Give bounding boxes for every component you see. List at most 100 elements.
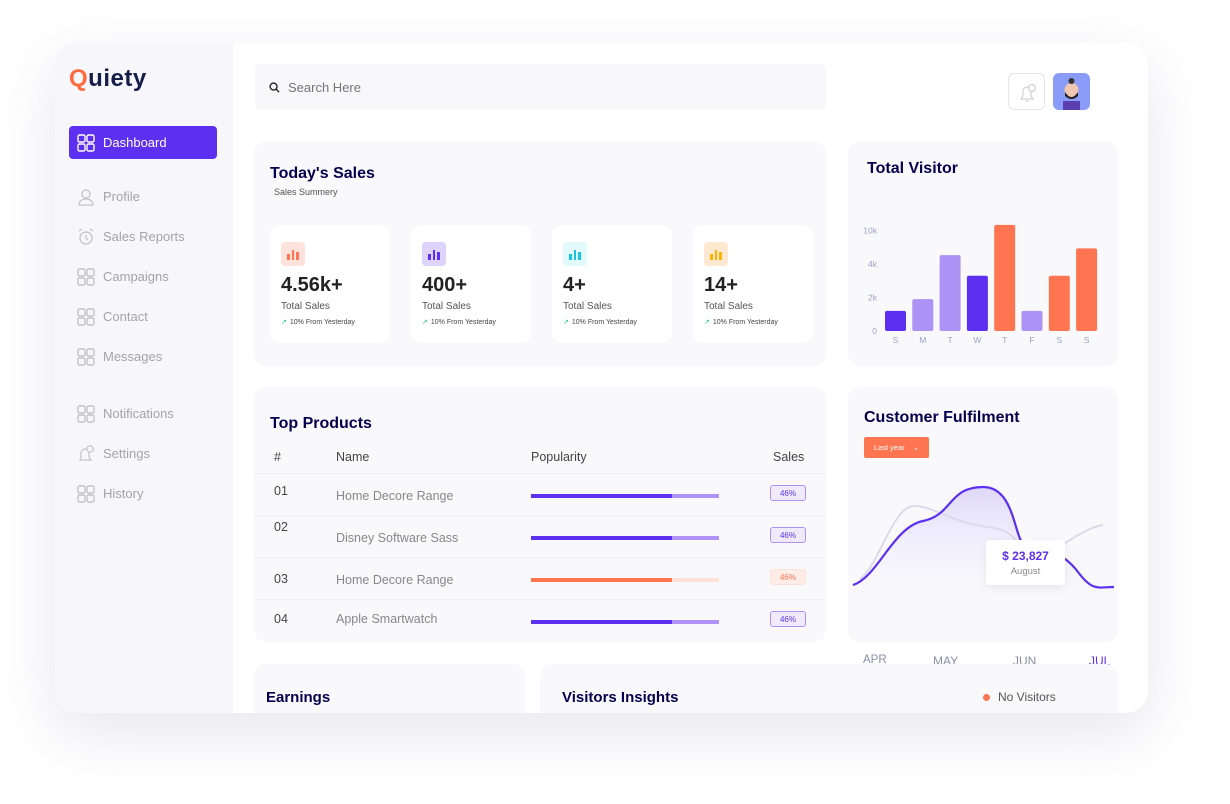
card-title: Top Products (270, 415, 372, 432)
sidebar-item-history[interactable]: History (69, 477, 217, 510)
grid-icon (77, 307, 95, 326)
bar[interactable] (912, 299, 934, 331)
x-tick-label: T (1002, 335, 1007, 345)
notification-button[interactable] (1008, 73, 1045, 110)
stat-value: 4+ (563, 274, 586, 296)
sidebar-item-label: History (103, 486, 144, 501)
card-title: Customer Fulfilment (864, 409, 1020, 426)
stat-change: ↗ 10% From Yesterday (422, 318, 496, 326)
search-icon (269, 81, 280, 93)
col-header-popularity: Popularity (531, 450, 587, 464)
popularity-bar (531, 578, 719, 582)
bell-icon (77, 444, 95, 463)
stat-card: 14+ Total Sales ↗ 10% From Yesterday (693, 225, 813, 343)
stat-change-text: 10% From Yesterday (430, 319, 496, 326)
x-tick-label: T (947, 335, 952, 345)
bar[interactable] (1076, 248, 1098, 331)
product-name: Home Decore Range (336, 489, 454, 503)
sidebar-item-notifications[interactable]: Notifications (69, 397, 217, 430)
arrow-up-right-icon: ↗ (281, 319, 287, 326)
stat-label: Total Sales (281, 301, 330, 312)
x-tick-label: W (973, 335, 981, 345)
stat-change: ↗ 10% From Yesterday (704, 318, 778, 326)
x-tick-label: S (1084, 335, 1090, 345)
table-row[interactable]: 01 Home Decore Range 46% (254, 473, 826, 515)
y-tick-label: 10k (863, 226, 877, 236)
bar[interactable] (939, 255, 961, 331)
search-input[interactable] (288, 79, 788, 95)
sales-badge: 46% (770, 569, 806, 585)
bar-chart-icon (563, 242, 587, 266)
product-name: Apple Smartwatch (336, 612, 438, 626)
stat-change: ↗ 10% From Yesterday (563, 318, 637, 326)
user-icon (77, 188, 95, 206)
bar[interactable] (994, 224, 1016, 331)
legend-item: No Visitors (983, 690, 1056, 704)
popularity-fill (531, 578, 672, 582)
legend-dot-icon (983, 693, 990, 701)
search-bar[interactable] (255, 64, 826, 110)
card-subtitle: Sales Summery (274, 187, 338, 197)
bar-chart-icon (704, 242, 728, 266)
table-row[interactable]: 03 Home Decore Range 46% (254, 557, 826, 599)
avatar[interactable] (1053, 73, 1090, 110)
sidebar-item-contact[interactable]: Contact (69, 300, 217, 333)
x-tick-label: APR (863, 654, 887, 666)
row-number: 04 (274, 612, 288, 626)
app-window: Quiety Dashboard Profile Sales Reports Camp… (55, 43, 1148, 713)
stat-label: Total Sales (704, 301, 753, 312)
table-row[interactable]: 04 Apple Smartwatch 46% (254, 599, 826, 641)
sales-badge: 46% (770, 611, 806, 627)
stat-value: 14+ (704, 274, 738, 296)
stat-change-text: 10% From Yesterday (712, 319, 778, 326)
x-tick-label: S (1056, 335, 1062, 345)
arrow-up-right-icon: ↗ (563, 319, 569, 326)
stat-value: 400+ (422, 274, 468, 296)
period-dropdown-label: Last year (873, 443, 905, 452)
stat-card: 4.56k+ Total Sales ↗ 10% From Yesterday (270, 225, 390, 343)
tooltip-label: August (1010, 566, 1041, 577)
row-number: 02 (274, 520, 288, 534)
sidebar-item-sales-reports[interactable]: Sales Reports (69, 220, 217, 253)
bar[interactable] (1021, 310, 1043, 331)
sidebar-item-dashboard[interactable]: Dashboard (69, 126, 217, 159)
y-tick-label: 2k (868, 293, 878, 303)
stat-label: Total Sales (422, 301, 471, 312)
stat-value: 4.56k+ (281, 274, 343, 296)
sidebar-item-profile[interactable]: Profile (69, 180, 217, 213)
sidebar-item-campaigns[interactable]: Campaigns (69, 260, 217, 293)
stat-label: Total Sales (563, 301, 612, 312)
sidebar-item-label: Settings (103, 446, 150, 461)
bar[interactable] (1048, 275, 1070, 331)
bar[interactable] (885, 310, 906, 331)
table-row[interactable]: 02 Disney Software Sass 46% (254, 515, 826, 557)
card-title: Visitors Insights (562, 689, 679, 706)
logo[interactable]: Quiety (69, 65, 147, 92)
stat-change: ↗ 10% From Yesterday (281, 318, 355, 326)
primary-area (853, 487, 1114, 617)
sidebar-item-label: Notifications (103, 406, 174, 421)
bar[interactable] (966, 275, 988, 331)
sidebar-item-settings[interactable]: Settings (69, 437, 217, 470)
customer-fulfilment-card: Customer Fulfilment Last year ⌄ $ 23,827 … (848, 387, 1118, 668)
sidebar-item-label: Messages (103, 349, 163, 364)
chevron-down-icon: ⌄ (912, 443, 920, 452)
sales-badge: 46% (770, 485, 806, 501)
bar-chart-icon (281, 242, 305, 266)
sidebar-item-messages[interactable]: Messages (69, 340, 217, 373)
sidebar-item-label: Contact (103, 309, 148, 324)
x-tick-label: F (1029, 335, 1034, 345)
top-products-card: Top Products # Name Popularity Sales 01 … (254, 387, 826, 642)
bar-chart-icon (422, 242, 446, 266)
sidebar: Quiety Dashboard Profile Sales Reports Camp… (55, 43, 233, 713)
popularity-bar (531, 494, 719, 498)
popularity-bar (531, 620, 719, 624)
alarm-clock-icon (77, 227, 95, 246)
period-dropdown[interactable]: Last year ⌄ (864, 437, 929, 458)
popularity-fill (531, 620, 672, 624)
earnings-card: Earnings (254, 664, 525, 713)
total-visitor-chart: 0 2k 4k 10k S M T W T F S S (863, 224, 1098, 345)
grid-icon (77, 484, 95, 503)
product-name: Disney Software Sass (336, 531, 459, 545)
col-header-name: Name (336, 450, 370, 464)
